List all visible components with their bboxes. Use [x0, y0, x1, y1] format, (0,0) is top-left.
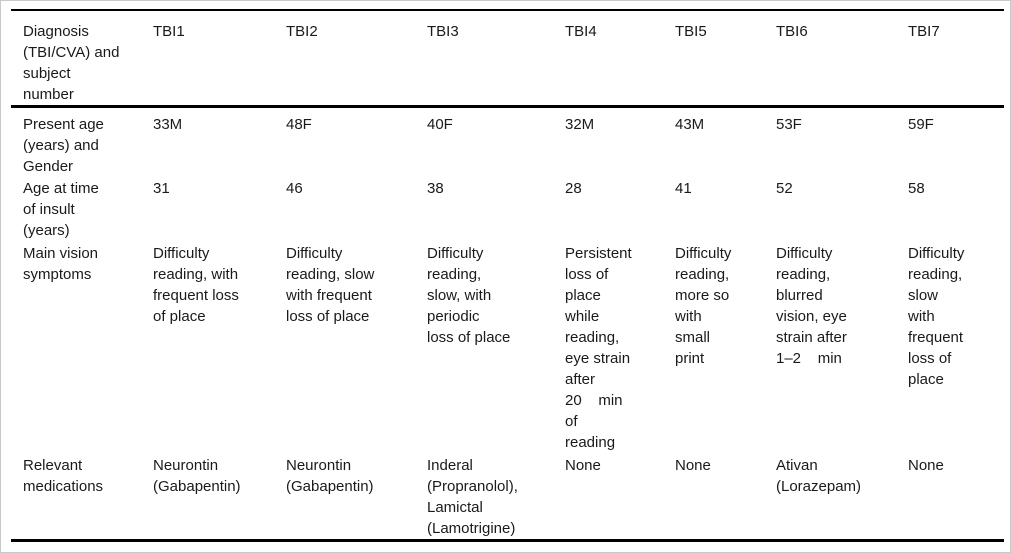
table-cell: 48F	[286, 116, 312, 133]
table-cell: 31	[153, 180, 170, 197]
table-cell: Persistent loss of place while reading, …	[565, 245, 632, 451]
row-label-present-age: Present age (years) and Gender	[23, 116, 104, 175]
column-header-tbi4: TBI4	[565, 23, 597, 40]
table-cell: 28	[565, 180, 582, 197]
column-header-tbi2: TBI2	[286, 23, 318, 40]
table-cell: Difficulty reading, slow with frequent l…	[286, 245, 375, 325]
table-row-age-at-insult: Age at time of insult (years) 31 46 38 2…	[11, 177, 1004, 241]
table-cell: Difficulty reading, blurred vision, eye …	[776, 245, 847, 367]
table-cell: Difficulty reading, slow with frequent l…	[908, 245, 965, 388]
column-header-tbi6: TBI6	[776, 23, 808, 40]
table-cell: 33M	[153, 116, 183, 133]
row-label-medications: Relevant medications	[23, 457, 104, 495]
column-header-tbi5: TBI5	[675, 23, 707, 40]
column-header-tbi3: TBI3	[427, 23, 459, 40]
table-cell: 41	[675, 180, 692, 197]
column-header-tbi1: TBI1	[153, 23, 185, 40]
table-cell: 52	[776, 180, 793, 197]
table-cell: 38	[427, 180, 444, 197]
table-cell: Difficulty reading, with frequent loss o…	[153, 245, 239, 325]
table-row-present-age: Present age (years) and Gender 33M 48F 4…	[11, 108, 1004, 177]
table-cell: None	[565, 457, 601, 474]
table-cell: 53F	[776, 116, 802, 133]
table-cell: Neurontin (Gabapentin)	[286, 457, 374, 495]
row-label-vision-symptoms: Main vision symptoms	[23, 245, 99, 283]
table-cell: 43M	[675, 116, 705, 133]
subjects-table: Diagnosis (TBI/CVA) and subject number T…	[11, 9, 1004, 542]
table-cell: 58	[908, 180, 925, 197]
column-header-diagnosis: Diagnosis (TBI/CVA) and subject number	[23, 23, 120, 103]
table-cell: None	[675, 457, 711, 474]
table-cell: 46	[286, 180, 303, 197]
table-cell: 59F	[908, 116, 934, 133]
table-cell: 32M	[565, 116, 595, 133]
table-cell: None	[908, 457, 944, 474]
table-cell: 40F	[427, 116, 453, 133]
table-cell: Difficulty reading, slow, with periodic …	[427, 245, 511, 346]
table-row-vision-symptoms: Main vision symptoms Difficulty reading,…	[11, 241, 1004, 453]
table-cell: Difficulty reading, more so with small p…	[675, 245, 732, 367]
table-header-row: Diagnosis (TBI/CVA) and subject number T…	[11, 11, 1004, 108]
table-row-medications: Relevant medications Neurontin (Gabapent…	[11, 453, 1004, 539]
table-cell: Neurontin (Gabapentin)	[153, 457, 241, 495]
table-cell: Inderal (Propranolol), Lamictal (Lamotri…	[427, 457, 518, 537]
column-header-tbi7: TBI7	[908, 23, 940, 40]
row-label-age-at-insult: Age at time of insult (years)	[23, 180, 99, 239]
table-cell: Ativan (Lorazepam)	[776, 457, 862, 495]
